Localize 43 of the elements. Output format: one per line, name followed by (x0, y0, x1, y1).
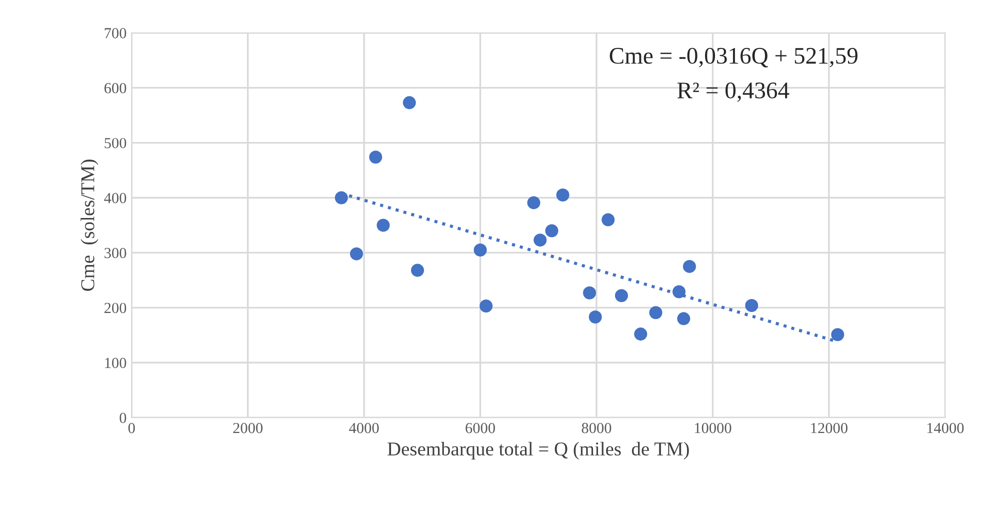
y-tick-label: 500 (104, 138, 126, 148)
y-tick-label: 700 (104, 28, 126, 38)
point (350, 247, 363, 260)
point (588, 310, 602, 324)
y-axis-title: Cme (soles/TM) (80, 160, 98, 291)
point (411, 264, 424, 277)
point (614, 289, 628, 302)
point (402, 96, 416, 110)
x-tick-label: 2000 (233, 422, 263, 434)
x-tick-label: 12000 (811, 422, 848, 434)
y-tick-label: 300 (104, 248, 126, 258)
point (376, 218, 390, 232)
x-tick-label: 6000 (466, 422, 495, 434)
point (634, 328, 648, 341)
point (677, 312, 690, 326)
x-tick-label: 4000 (349, 422, 379, 434)
x-tick-label: 14000 (927, 422, 964, 434)
point (545, 224, 558, 238)
point (831, 328, 844, 342)
point (527, 196, 540, 210)
point (583, 286, 596, 300)
y-tick-label: 100 (105, 358, 126, 368)
x-tick-label: 10000 (694, 422, 732, 434)
y-tick-label: 200 (104, 302, 126, 314)
point (369, 150, 382, 164)
y-tick-label: 0 (120, 412, 126, 424)
y-tick-label: 600 (104, 82, 126, 94)
point (682, 260, 696, 273)
point (556, 188, 570, 202)
point (602, 213, 615, 226)
point (649, 306, 662, 320)
annotation: Cme = -0,0316Q + 521,59 (610, 48, 858, 68)
annotation: R² = 0,4364 (677, 82, 790, 102)
point (474, 243, 487, 256)
point (745, 298, 758, 312)
point (534, 234, 547, 247)
point (672, 285, 686, 298)
x-tick-label: 8000 (582, 422, 612, 434)
point (334, 191, 348, 204)
point (480, 300, 493, 313)
y-tick-label: 400 (104, 192, 126, 204)
x-axis-title: Desembarque total = Q (miles de TM) (388, 442, 689, 460)
x-tick-label: 0 (128, 422, 135, 434)
